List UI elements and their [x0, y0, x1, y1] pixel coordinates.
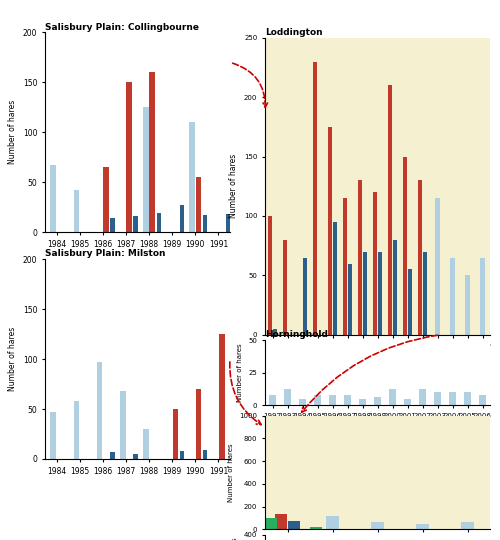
Bar: [120, 391, 126, 459]
Bar: [172, 409, 178, 459]
Bar: [283, 240, 288, 335]
Bar: [374, 397, 382, 405]
Bar: [50, 412, 56, 459]
Bar: [156, 213, 161, 232]
Text: Salisbury Plain: Collingbourne: Salisbury Plain: Collingbourne: [45, 23, 199, 32]
Bar: [96, 362, 102, 459]
Bar: [103, 167, 109, 232]
Bar: [74, 190, 80, 232]
Bar: [359, 399, 366, 405]
Bar: [436, 198, 440, 335]
Bar: [450, 258, 454, 335]
Bar: [389, 389, 396, 405]
Y-axis label: Number of hares: Number of hares: [8, 100, 18, 164]
Bar: [310, 528, 322, 529]
Bar: [313, 62, 318, 335]
Bar: [196, 389, 202, 459]
Bar: [434, 392, 442, 405]
Bar: [392, 240, 397, 335]
Bar: [180, 451, 184, 459]
Bar: [288, 521, 300, 529]
Bar: [203, 450, 207, 459]
Bar: [110, 218, 115, 232]
Bar: [373, 192, 378, 335]
Bar: [348, 264, 352, 335]
Bar: [466, 275, 469, 335]
Bar: [50, 165, 56, 232]
Bar: [388, 85, 392, 335]
Bar: [134, 454, 138, 459]
Bar: [358, 180, 362, 335]
Bar: [110, 452, 115, 459]
Bar: [464, 392, 471, 405]
Bar: [314, 395, 321, 405]
Bar: [372, 522, 384, 529]
Bar: [272, 329, 277, 335]
Y-axis label: Number of hares: Number of hares: [228, 443, 234, 502]
Bar: [196, 177, 202, 232]
Bar: [126, 82, 132, 232]
Bar: [299, 399, 306, 405]
Text: Loddington: Loddington: [265, 28, 322, 37]
Y-axis label: Number of hares: Number of hares: [237, 343, 243, 402]
Bar: [284, 389, 291, 405]
Bar: [180, 205, 184, 232]
Bar: [344, 395, 351, 405]
Text: Salisbury Plain: Milston: Salisbury Plain: Milston: [45, 249, 166, 259]
Text: Horninghold: Horninghold: [265, 330, 328, 340]
Bar: [203, 215, 207, 232]
Bar: [143, 107, 148, 232]
Bar: [362, 252, 367, 335]
Bar: [332, 222, 337, 335]
Bar: [480, 258, 484, 335]
Y-axis label: Number of hares: Number of hares: [232, 538, 238, 540]
Bar: [416, 524, 428, 529]
Bar: [328, 127, 332, 335]
Bar: [268, 216, 272, 335]
Bar: [269, 395, 276, 405]
Bar: [134, 216, 138, 232]
Bar: [189, 123, 195, 232]
Bar: [302, 258, 307, 335]
Bar: [449, 392, 456, 405]
Bar: [419, 389, 426, 405]
Bar: [226, 214, 230, 232]
Bar: [418, 180, 422, 335]
Bar: [422, 252, 427, 335]
Bar: [403, 157, 407, 335]
Y-axis label: Number of hares: Number of hares: [230, 154, 238, 218]
Bar: [150, 72, 155, 232]
Bar: [404, 399, 411, 405]
Bar: [74, 401, 80, 459]
Bar: [479, 395, 486, 405]
Bar: [219, 334, 224, 459]
Bar: [274, 515, 287, 529]
Bar: [326, 516, 338, 529]
Bar: [265, 518, 278, 529]
Bar: [408, 269, 412, 335]
Bar: [343, 198, 347, 335]
Y-axis label: Number of hares: Number of hares: [8, 327, 18, 391]
Bar: [378, 252, 382, 335]
Bar: [462, 522, 473, 529]
Bar: [329, 395, 336, 405]
Bar: [143, 429, 148, 459]
